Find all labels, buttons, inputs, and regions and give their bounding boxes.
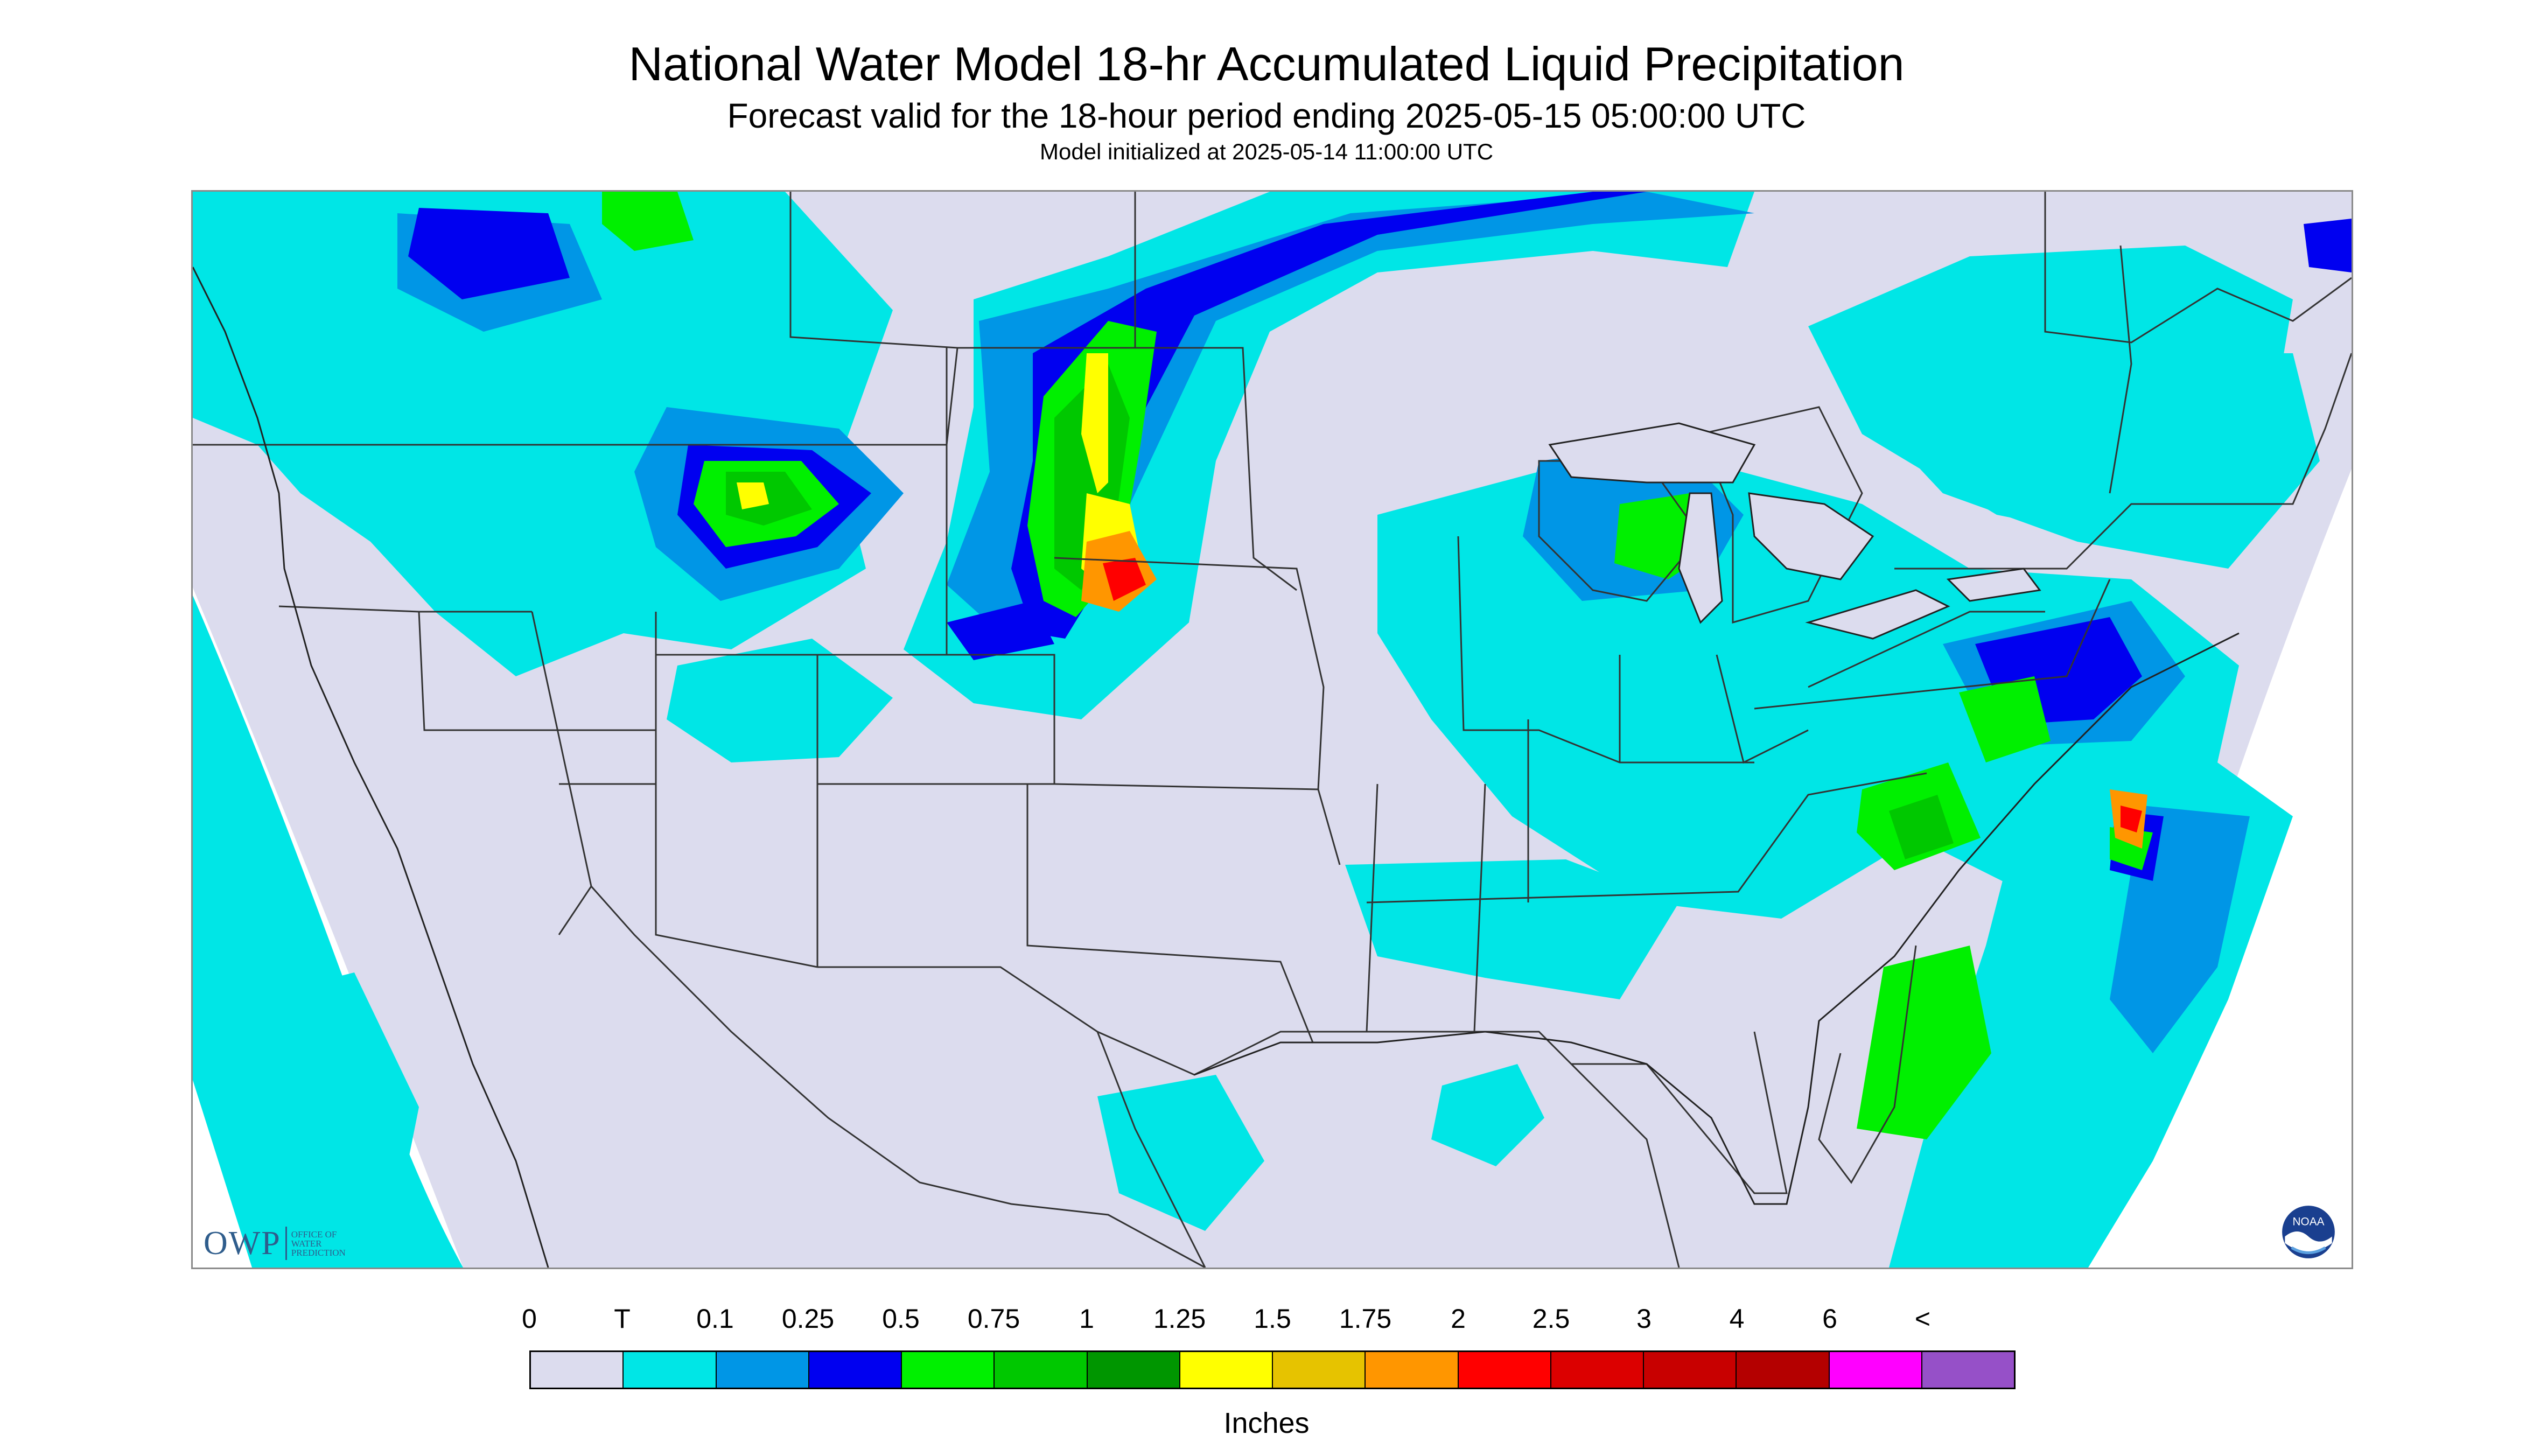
legend-swatch: [1551, 1352, 1644, 1388]
color-legend: [529, 1350, 2016, 1389]
owp-logo-line3: PREDICTION: [291, 1247, 346, 1258]
precipitation-map: OWP OFFICE OF WATER PREDICTION NOAA: [191, 190, 2353, 1269]
legend-swatch: [995, 1352, 1088, 1388]
map-title: National Water Model 18-hr Accumulated L…: [628, 37, 1905, 90]
legend-label: <: [1914, 1304, 1931, 1334]
owp-logo-divider: [285, 1227, 287, 1260]
legend-label: 0.75: [967, 1304, 1020, 1334]
legend-swatch: [1273, 1352, 1366, 1388]
owp-logo-line2: WATER: [291, 1238, 322, 1249]
legend-label: 1: [1079, 1304, 1094, 1334]
legend-units: Inches: [1223, 1407, 1310, 1439]
legend-swatch: [1922, 1352, 2014, 1388]
legend-label: 2: [1451, 1304, 1466, 1334]
legend-label: 0.5: [882, 1304, 920, 1334]
legend-swatch: [1180, 1352, 1273, 1388]
gulf-coastline: [1194, 632, 2240, 1205]
legend-label: 4: [1729, 1304, 1745, 1334]
legend-swatch: [1458, 1352, 1551, 1388]
legend-swatch: [531, 1352, 624, 1388]
great-lakes: [1548, 422, 2041, 640]
legend-label: 1.5: [1254, 1304, 1291, 1334]
legend-swatch: [1087, 1352, 1180, 1388]
legend-swatch: [1644, 1352, 1737, 1388]
legend-label: T: [614, 1304, 631, 1334]
coastline: [193, 267, 549, 1268]
legend-swatch: [809, 1352, 902, 1388]
owp-logo-letters: OWP: [204, 1224, 281, 1262]
legend-labels: 0 T 0.1 0.25 0.5 0.75 1 1.25 1.5 1.75 2 2.5 3 4 6 <: [522, 1303, 2016, 1335]
noaa-logo: NOAA: [2281, 1205, 2336, 1259]
precipitation-map-canvas: [193, 192, 2352, 1268]
legend-swatch: [1829, 1352, 1922, 1388]
owp-logo: OWP OFFICE OF WATER PREDICTION: [204, 1224, 346, 1262]
legend-label: 3: [1636, 1304, 1652, 1334]
legend-label: 1.75: [1339, 1304, 1392, 1334]
legend-label: 6: [1822, 1304, 1837, 1334]
legend-label: 1.25: [1153, 1304, 1206, 1334]
owp-logo-line1: OFFICE OF: [291, 1229, 337, 1240]
legend-swatch: [1366, 1352, 1459, 1388]
map-subtitle: Forecast valid for the 18-hour period en…: [727, 96, 1806, 135]
legend-swatch: [624, 1352, 717, 1388]
legend-label: 0: [522, 1304, 537, 1334]
legend-swatch: [1737, 1352, 1830, 1388]
model-init-line: Model initialized at 2025-05-14 11:00:00…: [1039, 139, 1494, 164]
legend-swatch: [902, 1352, 995, 1388]
legend-swatch: [716, 1352, 809, 1388]
noaa-logo-text: NOAA: [2293, 1216, 2325, 1228]
owp-logo-subtext: OFFICE OF WATER PREDICTION: [291, 1230, 346, 1257]
legend-label: 0.25: [781, 1304, 835, 1334]
legend-label: 0.1: [696, 1304, 734, 1334]
legend-label: 2.5: [1532, 1304, 1570, 1334]
